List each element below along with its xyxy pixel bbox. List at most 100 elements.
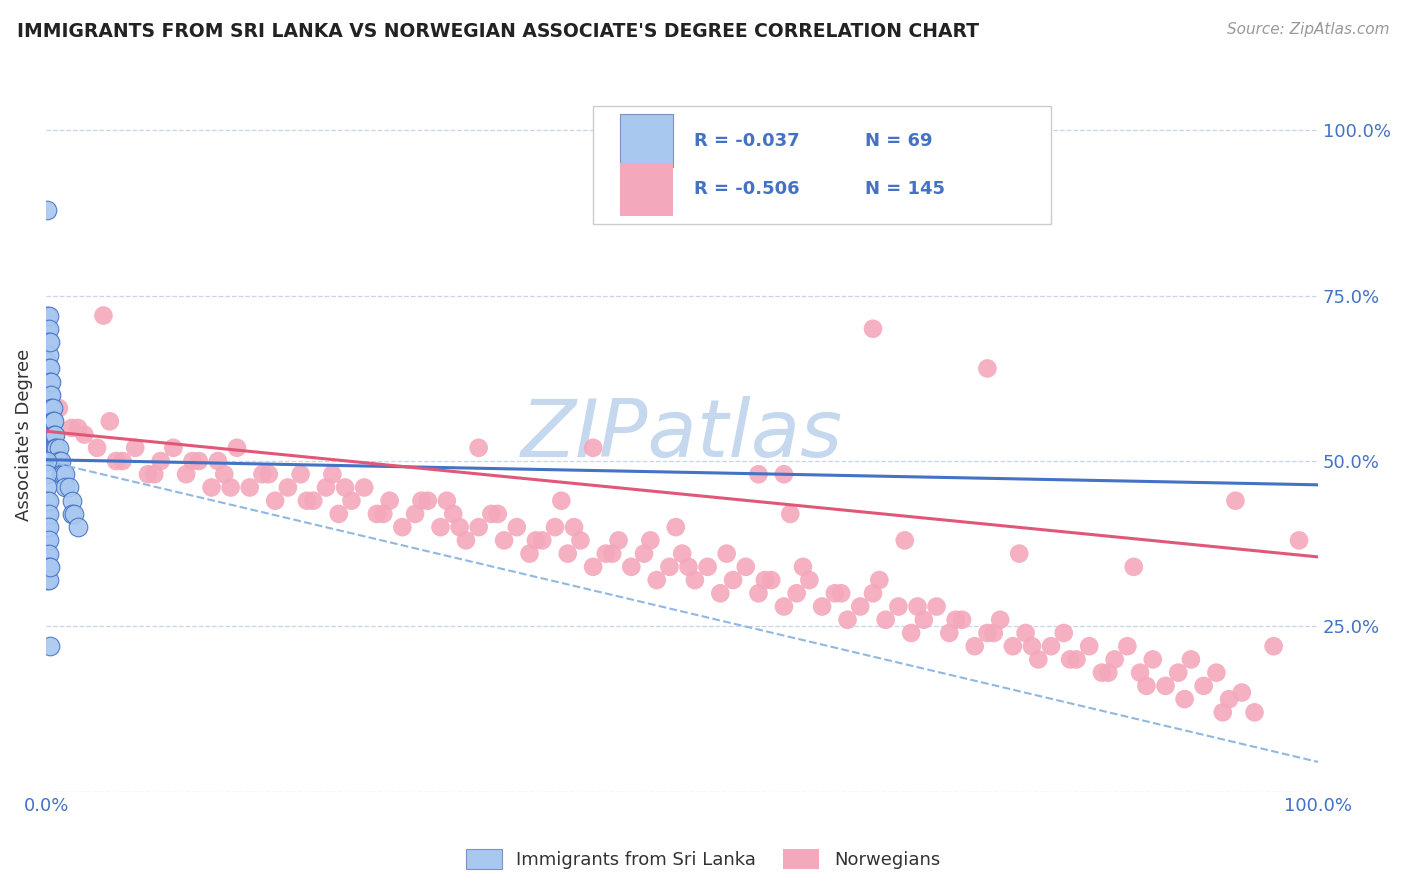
Point	[214, 467, 236, 482]
Point	[1167, 665, 1189, 680]
Point	[436, 493, 458, 508]
Point	[1154, 679, 1177, 693]
Point	[761, 573, 783, 587]
Point	[494, 533, 516, 548]
Point	[1122, 559, 1144, 574]
Point	[53, 467, 76, 482]
Point	[696, 559, 718, 574]
Point	[912, 613, 935, 627]
FancyBboxPatch shape	[593, 106, 1052, 224]
Point	[42, 427, 65, 442]
Point	[721, 573, 744, 587]
Point	[333, 480, 356, 494]
Point	[862, 322, 884, 336]
Point	[1230, 685, 1253, 699]
Point	[837, 613, 859, 627]
Point	[39, 334, 62, 349]
Point	[620, 559, 643, 574]
Point	[550, 493, 572, 508]
Point	[963, 639, 986, 653]
Point	[786, 586, 808, 600]
Point	[582, 441, 605, 455]
Point	[1097, 665, 1119, 680]
Point	[416, 493, 439, 508]
Point	[799, 573, 821, 587]
Point	[207, 454, 229, 468]
Point	[893, 533, 915, 548]
Point	[124, 441, 146, 455]
Point	[37, 520, 59, 534]
Point	[38, 533, 60, 548]
Point	[42, 414, 65, 428]
Point	[467, 520, 489, 534]
Point	[1026, 652, 1049, 666]
Point	[38, 493, 60, 508]
Point	[44, 441, 66, 455]
Point	[219, 480, 242, 494]
Point	[181, 454, 204, 468]
Point	[607, 533, 630, 548]
Point	[887, 599, 910, 614]
Point	[1192, 679, 1215, 693]
Point	[1129, 665, 1152, 680]
Legend: Immigrants from Sri Lanka, Norwegians: Immigrants from Sri Lanka, Norwegians	[457, 839, 949, 879]
Point	[328, 507, 350, 521]
Point	[582, 559, 605, 574]
Point	[48, 441, 70, 455]
Point	[37, 547, 59, 561]
Point	[1091, 665, 1114, 680]
Point	[63, 507, 86, 521]
Point	[60, 493, 83, 508]
Point	[39, 401, 62, 416]
Point	[665, 520, 688, 534]
Text: ZIPatlas: ZIPatlas	[522, 395, 844, 474]
Point	[321, 467, 343, 482]
Point	[51, 454, 73, 468]
Point	[86, 441, 108, 455]
Point	[37, 480, 59, 494]
Point	[149, 454, 172, 468]
Point	[1001, 639, 1024, 653]
Point	[46, 454, 69, 468]
Point	[1053, 626, 1076, 640]
Point	[1104, 652, 1126, 666]
Point	[658, 559, 681, 574]
Point	[811, 599, 834, 614]
Point	[38, 507, 60, 521]
Point	[93, 309, 115, 323]
Point	[98, 414, 121, 428]
Point	[709, 586, 731, 600]
Point	[37, 507, 59, 521]
Point	[862, 586, 884, 600]
Point	[37, 202, 59, 217]
Point	[66, 520, 89, 534]
Point	[44, 427, 66, 442]
Point	[716, 547, 738, 561]
Point	[907, 599, 929, 614]
Point	[1059, 652, 1081, 666]
Point	[45, 454, 67, 468]
Point	[988, 613, 1011, 627]
Point	[1008, 547, 1031, 561]
Point	[467, 441, 489, 455]
Point	[353, 480, 375, 494]
Point	[1205, 665, 1227, 680]
Point	[830, 586, 852, 600]
Y-axis label: Associate's Degree: Associate's Degree	[15, 349, 32, 521]
Point	[39, 375, 62, 389]
Point	[38, 348, 60, 362]
Point	[315, 480, 337, 494]
Point	[48, 454, 70, 468]
Point	[38, 334, 60, 349]
Point	[441, 507, 464, 521]
Point	[162, 441, 184, 455]
Point	[39, 427, 62, 442]
Point	[595, 547, 617, 561]
Point	[1021, 639, 1043, 653]
Point	[1116, 639, 1139, 653]
Point	[1078, 639, 1101, 653]
Point	[239, 480, 262, 494]
Point	[1288, 533, 1310, 548]
Point	[824, 586, 846, 600]
Point	[633, 547, 655, 561]
